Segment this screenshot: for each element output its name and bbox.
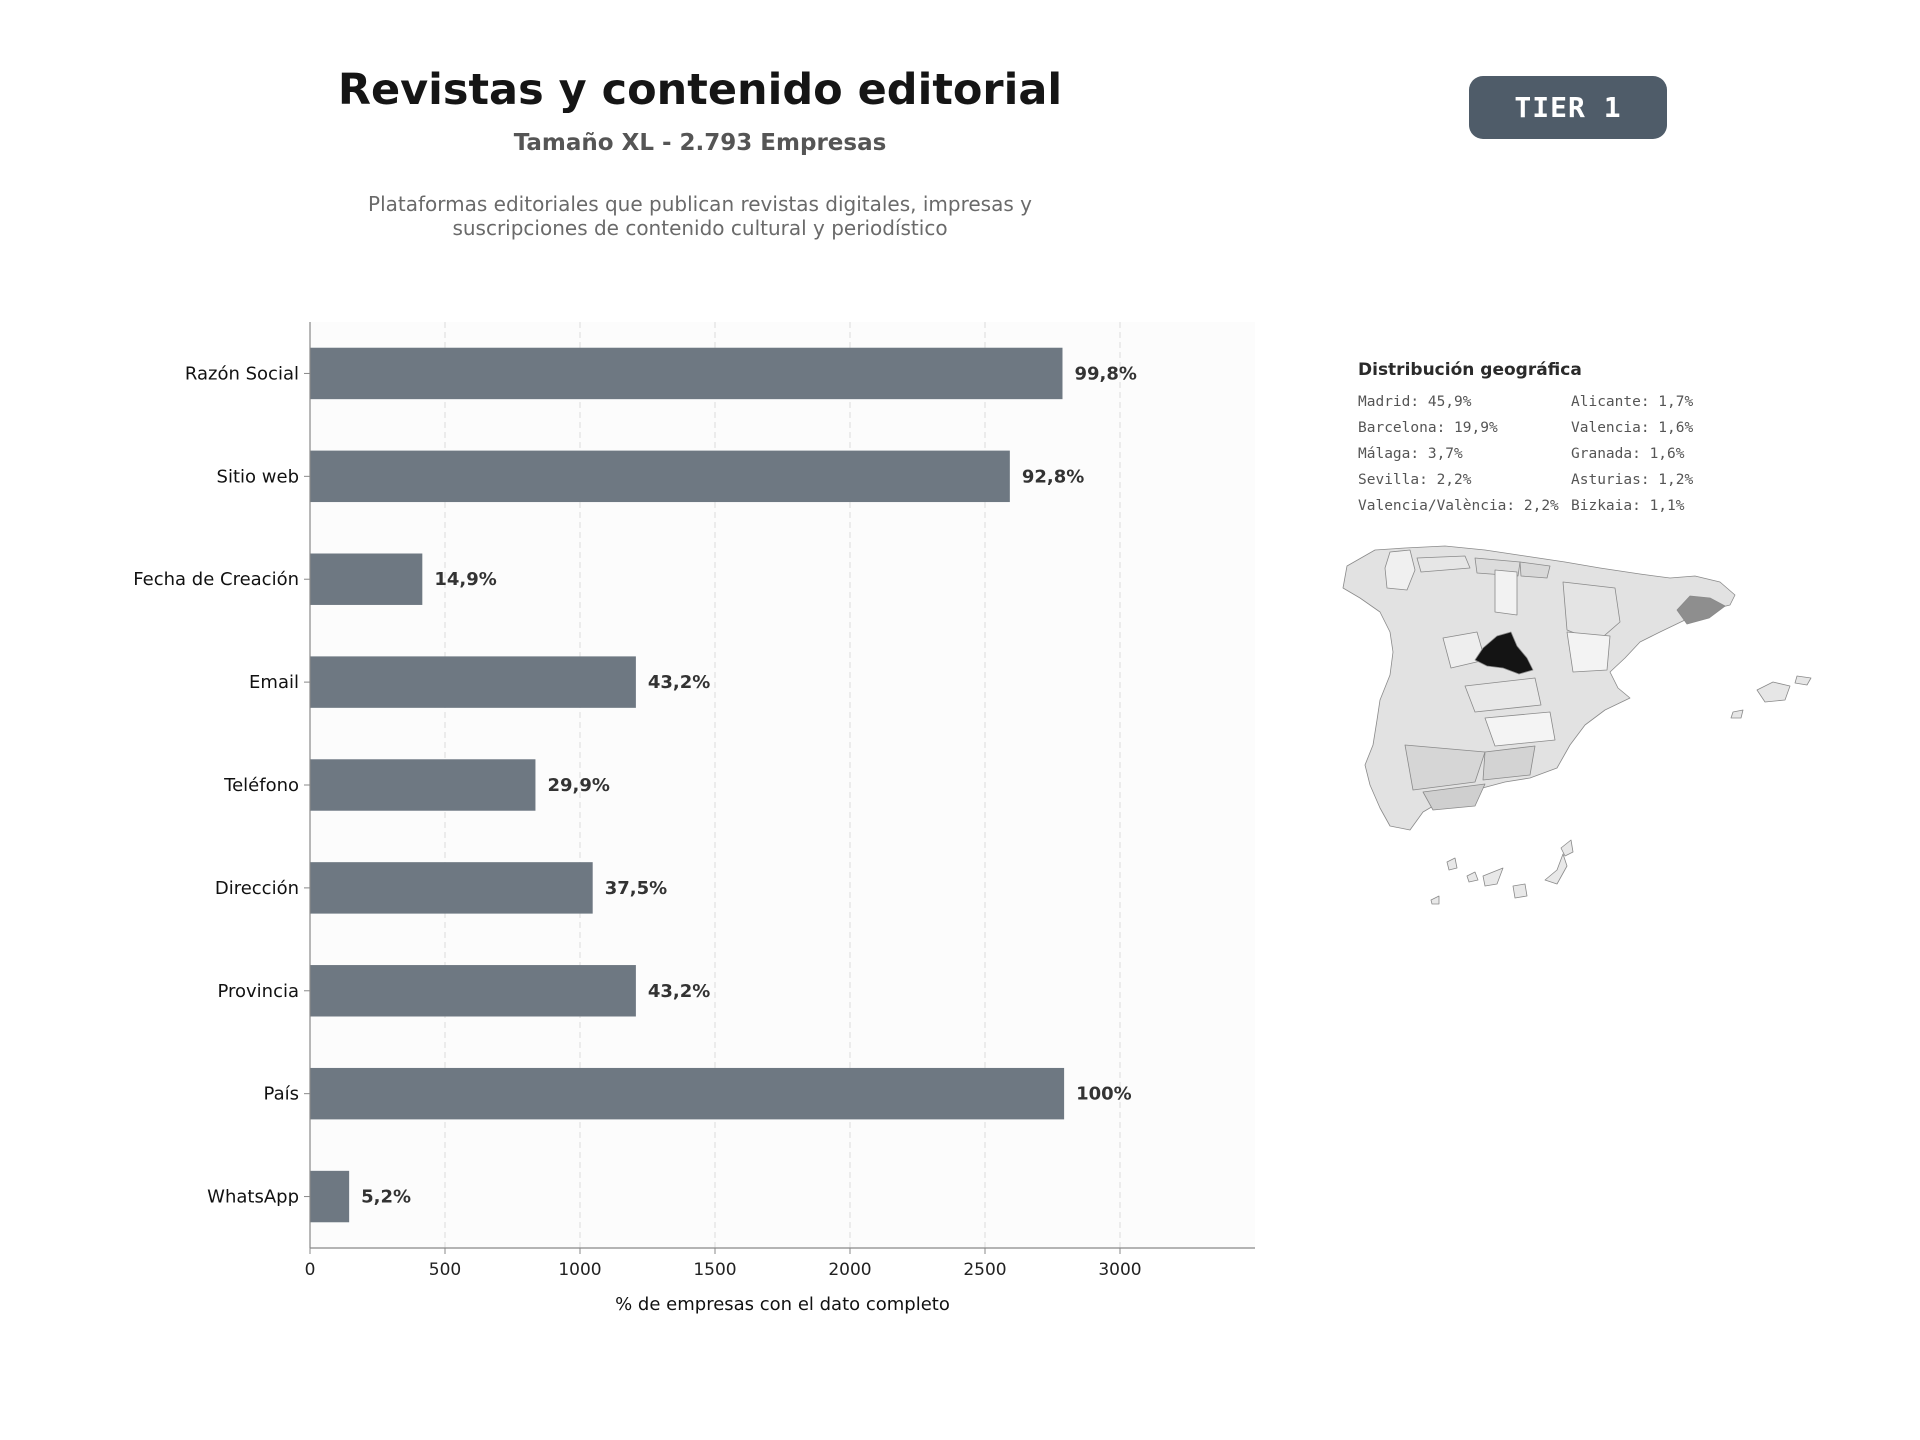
map-region-asturias (1416, 555, 1471, 573)
map-region-bizkaia (1519, 561, 1551, 579)
map-region-andalucia-oeste (1404, 744, 1486, 791)
bar (310, 1067, 1065, 1120)
bar (310, 656, 636, 708)
geo-item: Valencia/València: 2,2% (1358, 498, 1559, 514)
geo-item: Málaga: 3,7% (1358, 446, 1463, 462)
geo-distribution-panel: Distribución geográfica Madrid: 45,9% Ali… (1358, 360, 1898, 517)
bar (310, 347, 1063, 400)
map-regions (1342, 545, 1812, 905)
geo-item: Valencia: 1,6% (1571, 420, 1694, 436)
map-region-toledo (1464, 677, 1542, 713)
bar (310, 862, 593, 914)
map-islands-canarias (1430, 839, 1574, 905)
bar (310, 965, 636, 1017)
bar-chart: 0 500 1000 1500 2000 2500 3000 Razón Social 99,8… (133, 322, 1255, 1315)
data-label: 92,8% (1022, 466, 1084, 487)
map-islands-baleares (1730, 675, 1812, 719)
data-label: 29,9% (547, 775, 609, 796)
y-tick-label: Dirección (215, 878, 299, 899)
x-tick-label: 1500 (693, 1260, 736, 1280)
y-tick-label: Razón Social (185, 363, 299, 384)
bar (310, 759, 536, 811)
chart-description: Plataformas editoriales que publican rev… (368, 192, 1032, 240)
data-label: 14,9% (434, 569, 496, 590)
data-label: 5,2% (361, 1187, 411, 1208)
chart-title: Revistas y contenido editorial (337, 65, 1063, 115)
geo-item: Bizkaia: 1,1% (1571, 498, 1685, 514)
geo-item: Alicante: 1,7% (1571, 394, 1694, 410)
x-tick-label: 3000 (1098, 1260, 1141, 1280)
map-region-ciudad-real (1484, 711, 1556, 747)
data-label: 37,5% (605, 878, 667, 899)
x-tick-label: 500 (429, 1260, 461, 1280)
geo-item: Madrid: 45,9% (1358, 394, 1472, 410)
map-region-burgos (1494, 569, 1518, 616)
map-region-sevilla (1482, 745, 1536, 781)
y-tick-label: Teléfono (223, 775, 299, 796)
geo-item: Granada: 1,6% (1571, 446, 1685, 462)
data-label: 43,2% (648, 981, 710, 1002)
chart-header: Revistas y contenido editorial Tamaño XL… (300, 60, 1100, 240)
data-label: 99,8% (1074, 363, 1136, 384)
x-axis-label: % de empresas con el dato completo (615, 1294, 950, 1315)
tier-badge: TIER 1 (1469, 76, 1667, 139)
map-region-barcelona (1676, 595, 1726, 625)
bar (310, 450, 1010, 503)
y-tick-label: Email (249, 672, 299, 693)
y-tick-label: Fecha de Creación (133, 569, 299, 590)
y-tick-label: País (264, 1084, 299, 1105)
y-tick-label: Provincia (217, 981, 299, 1002)
x-tick-label: 0 (305, 1260, 316, 1280)
y-tick-label: Sitio web (217, 466, 299, 487)
bar (310, 1170, 350, 1223)
chart-subtitle: Tamaño XL - 2.793 Empresas (513, 130, 887, 156)
bar (310, 553, 423, 605)
map-region-malaga (1422, 783, 1486, 811)
data-label: 100% (1076, 1084, 1132, 1105)
map-region-galicia (1384, 549, 1416, 591)
geo-item: Asturias: 1,2% (1571, 472, 1694, 488)
x-tick-label: 1000 (558, 1260, 601, 1280)
x-tick-label: 2500 (963, 1260, 1006, 1280)
map-region-cuenca (1566, 631, 1611, 673)
geo-title: Distribución geográfica (1358, 360, 1582, 380)
x-tick-label: 2000 (828, 1260, 871, 1280)
geo-item: Sevilla: 2,2% (1358, 472, 1472, 488)
geo-list: Madrid: 45,9% Alicante: 1,7% Barcelona: 19… (1358, 392, 1898, 517)
y-tick-label: WhatsApp (207, 1187, 299, 1208)
data-label: 43,2% (648, 672, 710, 693)
map-region-madrid (1474, 631, 1534, 675)
spain-map (1342, 545, 1812, 905)
geo-item: Barcelona: 19,9% (1358, 420, 1498, 436)
map-region-aragon (1562, 581, 1621, 643)
